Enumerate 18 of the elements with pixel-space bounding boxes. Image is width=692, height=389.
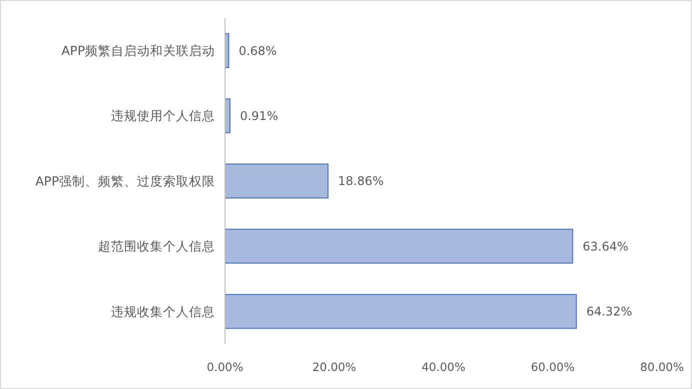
y-tick-label: 违规使用个人信息 xyxy=(111,108,215,124)
data-label: 64.32% xyxy=(586,304,632,319)
data-label: 63.64% xyxy=(582,239,628,254)
data-label: 0.91% xyxy=(240,109,278,123)
x-tick-label: 80.00% xyxy=(640,360,684,374)
bar xyxy=(224,164,329,198)
data-label: 0.68% xyxy=(238,44,277,58)
x-tick-label: 0.00% xyxy=(206,360,244,374)
x-tick-label: 40.00% xyxy=(422,360,466,374)
x-tick-label: 60.00% xyxy=(530,360,575,374)
y-tick-label: APP频繁自启动和关联启动 xyxy=(61,42,215,58)
bar xyxy=(224,228,574,264)
data-label: 18.86% xyxy=(338,174,384,188)
y-tick-label: 违规收集个人信息 xyxy=(111,304,215,319)
bar xyxy=(224,294,577,329)
y-tick-label: 超范围收集个人信息 xyxy=(98,238,215,254)
x-tick-label: 20.00% xyxy=(312,360,356,374)
y-tick-label: APP强制、频繁、过度索取权限 xyxy=(35,173,215,188)
